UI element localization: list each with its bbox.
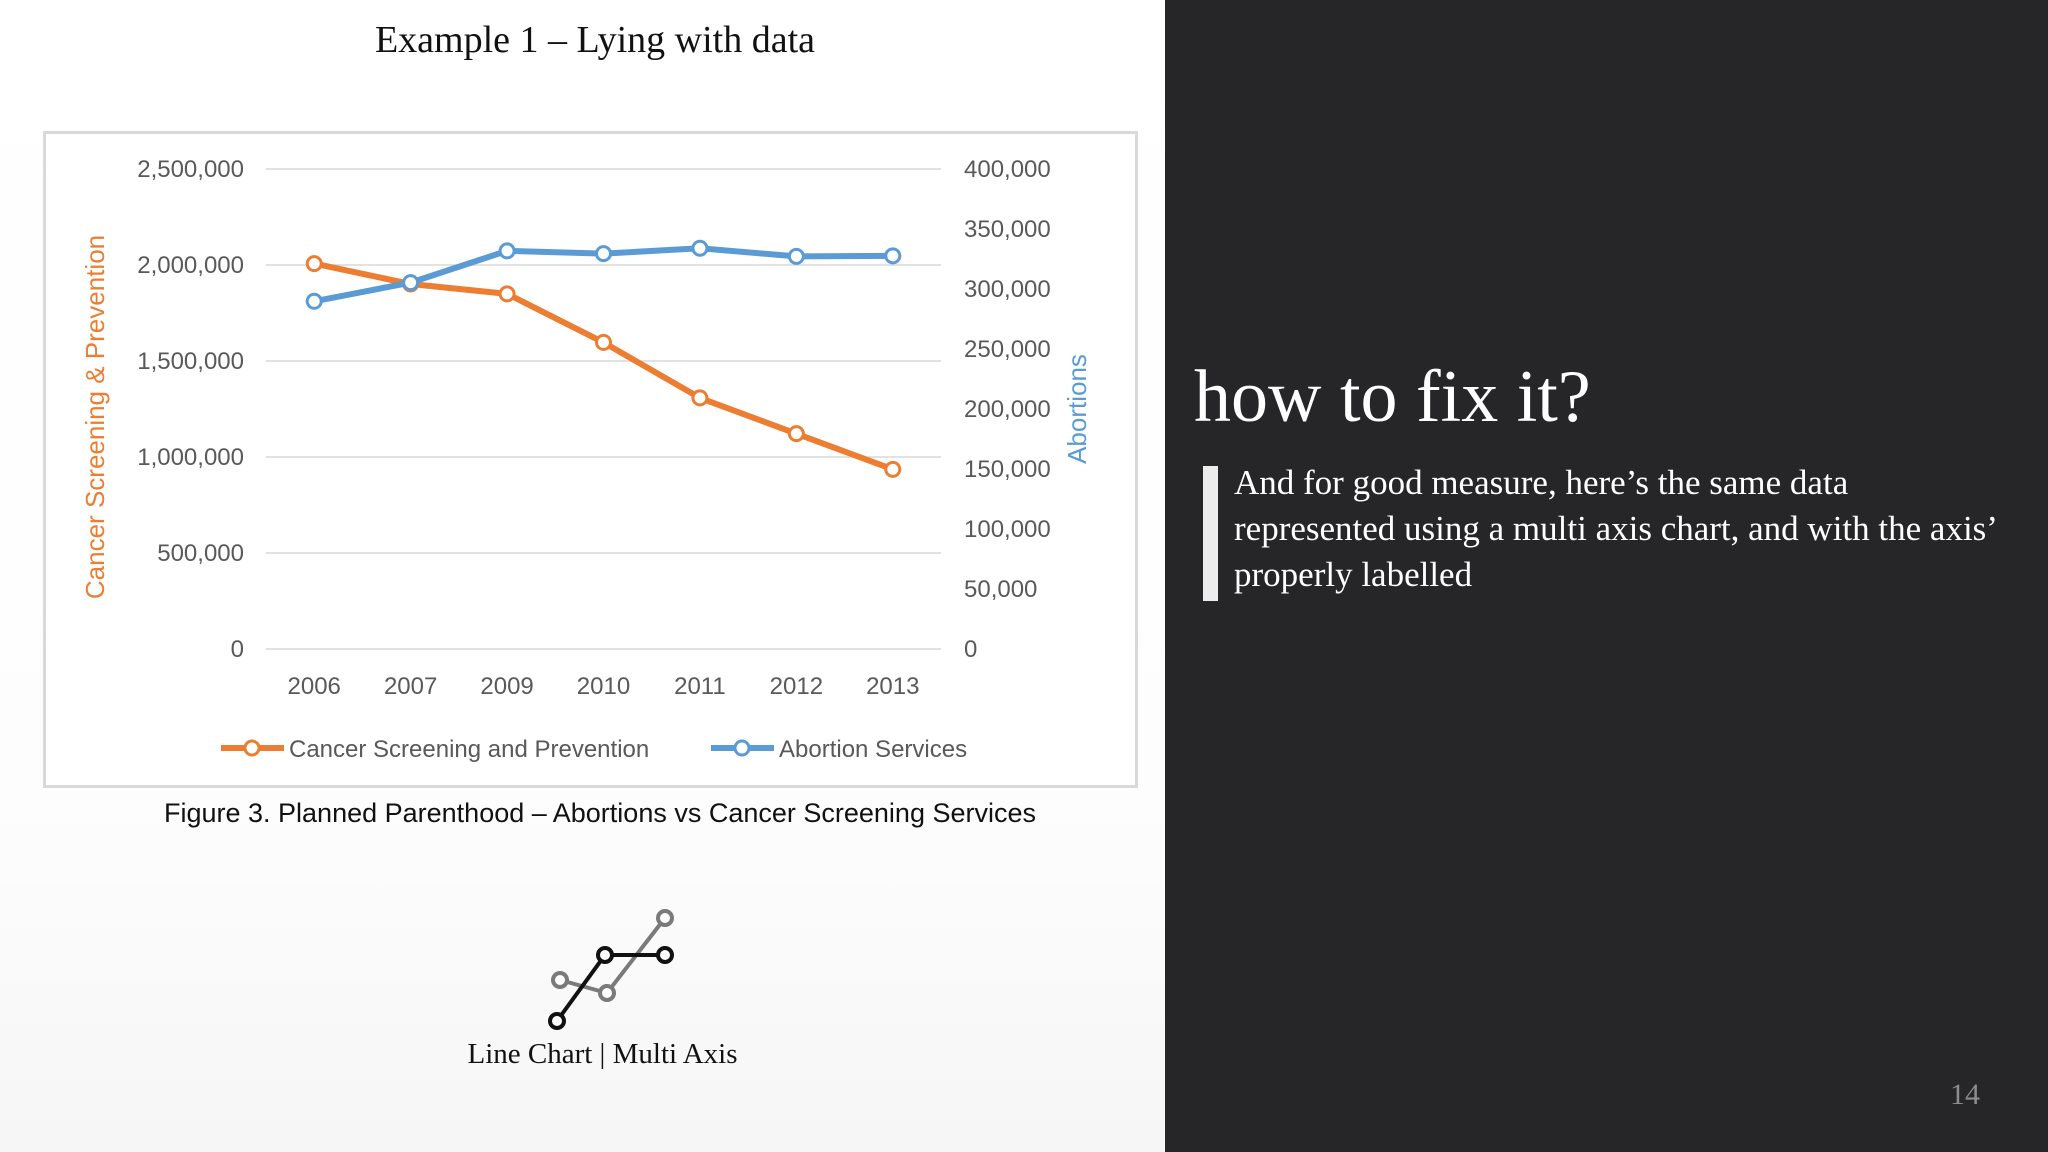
y-tick-label: 1,500,000 <box>137 348 244 375</box>
legend-marker <box>243 739 261 757</box>
y2-axis-title: Abortions <box>1062 354 1092 464</box>
legend-label: Abortion Services <box>779 736 967 763</box>
y-tick-label: 1,000,000 <box>137 444 244 471</box>
x-tick-label: 2013 <box>866 673 919 700</box>
x-tick-label: 2006 <box>288 673 341 700</box>
data-point <box>498 285 516 303</box>
body-text: And for good measure, here’s the same da… <box>1234 463 1996 594</box>
data-point <box>498 242 516 260</box>
data-point <box>691 239 709 257</box>
data-point <box>305 292 323 310</box>
data-point <box>595 333 612 351</box>
y2-tick-label: 350,000 <box>964 216 1051 243</box>
data-point <box>595 245 612 263</box>
y2-tick-label: 100,000 <box>964 516 1051 543</box>
y-axis-title: Cancer Screening & Prevention <box>80 235 110 599</box>
y2-tick-label: 0 <box>964 636 977 663</box>
quote-bar <box>1203 466 1218 601</box>
slide-title: Example 1 – Lying with data <box>374 19 816 61</box>
y2-tick-label: 50,000 <box>964 576 1037 603</box>
series-line <box>313 260 894 473</box>
data-point <box>884 460 902 478</box>
y2-tick-label: 200,000 <box>964 396 1051 423</box>
y2-tick-label: 400,000 <box>964 156 1051 183</box>
sidebar-panel <box>1165 0 2048 1152</box>
data-point <box>402 274 420 292</box>
x-tick-label: 2007 <box>384 673 437 700</box>
legend-marker <box>733 739 751 757</box>
x-tick-label: 2012 <box>770 673 823 700</box>
section-heading: how to fix it? <box>1194 356 1591 438</box>
data-point <box>691 389 709 407</box>
line-chart-icon <box>548 909 674 1030</box>
data-point <box>787 247 805 265</box>
x-tick-label: 2009 <box>480 673 533 700</box>
y-tick-label: 0 <box>231 636 244 663</box>
legend-label: Cancer Screening and Prevention <box>289 736 649 763</box>
chart-frame: 0 500,000 1,000,000 1,500,000 2,000,000 2,500… <box>43 131 1138 788</box>
data-point <box>787 425 805 443</box>
y-tick-label: 2,000,000 <box>137 252 244 279</box>
y2-tick-label: 250,000 <box>964 336 1051 363</box>
y-tick-label: 2,500,000 <box>137 156 244 183</box>
data-point <box>305 255 323 273</box>
page-number: 14 <box>1950 1078 1980 1111</box>
multi-axis-line-chart: 0 500,000 1,000,000 1,500,000 2,000,000 2,500… <box>80 156 1092 763</box>
x-tick-label: 2011 <box>674 673 726 700</box>
figure-caption: Figure 3. Planned Parenthood – Abortions… <box>163 798 1036 828</box>
y2-tick-label: 150,000 <box>964 456 1051 483</box>
y-tick-label: 500,000 <box>157 540 244 567</box>
y2-tick-label: 300,000 <box>964 276 1051 303</box>
data-point <box>884 247 902 265</box>
x-tick-label: 2010 <box>577 673 630 700</box>
chart-type-label: Line Chart | Multi Axis <box>467 1038 738 1070</box>
